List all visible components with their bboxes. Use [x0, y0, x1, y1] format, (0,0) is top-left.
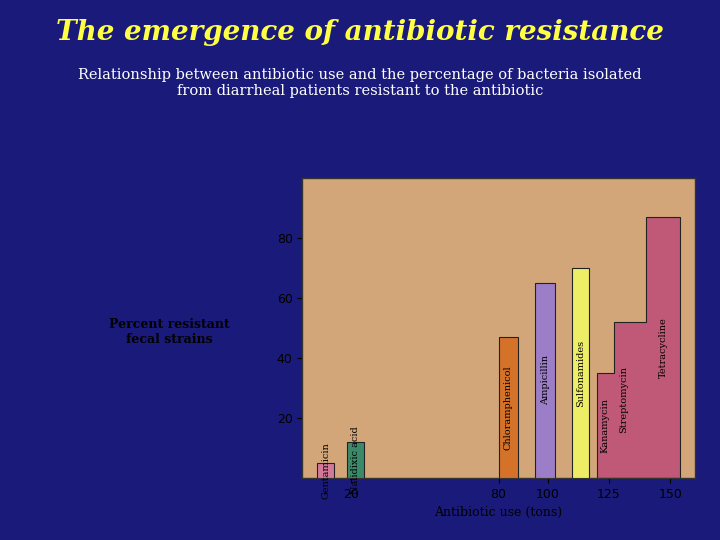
Text: Chloramphenicol: Chloramphenicol — [504, 365, 513, 450]
Polygon shape — [597, 217, 680, 478]
Bar — [498, 337, 518, 478]
Bar — [536, 283, 555, 478]
Text: Relationship between antibiotic use and the percentage of bacteria isolated
from: Relationship between antibiotic use and … — [78, 68, 642, 98]
Text: Gentamicin: Gentamicin — [321, 442, 330, 499]
Text: Kanamycin: Kanamycin — [600, 398, 610, 453]
Bar — [346, 442, 364, 478]
Text: Tetracycline: Tetracycline — [658, 317, 667, 378]
X-axis label: Antibiotic use (tons): Antibiotic use (tons) — [435, 506, 562, 519]
Text: Sulfonamides: Sulfonamides — [576, 340, 585, 407]
Bar — [572, 268, 590, 478]
Text: Streptomycin: Streptomycin — [619, 367, 628, 434]
Text: Nalidixic acid: Nalidixic acid — [351, 426, 359, 494]
Bar — [317, 463, 334, 478]
Text: Percent resistant
fecal strains: Percent resistant fecal strains — [109, 318, 230, 346]
Text: The emergence of antibiotic resistance: The emergence of antibiotic resistance — [56, 19, 664, 46]
Text: Ampicillin: Ampicillin — [541, 355, 549, 406]
